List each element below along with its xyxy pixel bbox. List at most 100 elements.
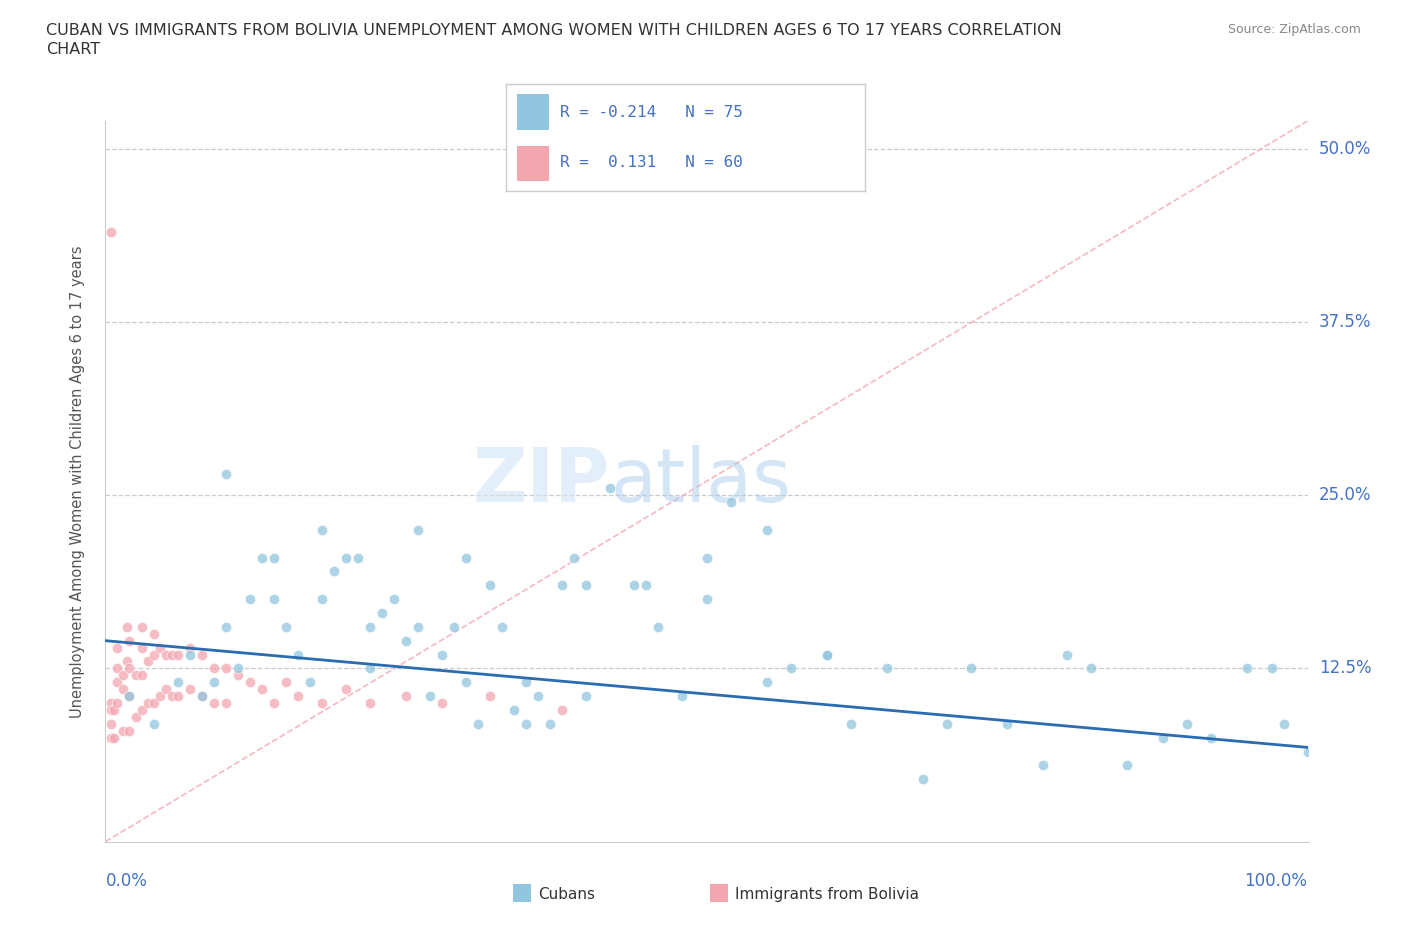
Point	[359, 661, 381, 676]
Point	[160, 647, 183, 662]
Point	[406, 523, 429, 538]
Point	[226, 661, 249, 676]
Text: R =  0.131   N = 60: R = 0.131 N = 60	[560, 154, 742, 170]
Point	[720, 495, 742, 510]
Point	[179, 640, 201, 655]
Point	[347, 550, 370, 565]
Point	[190, 647, 212, 662]
Point	[263, 550, 285, 565]
Point	[155, 647, 177, 662]
Point	[250, 550, 273, 565]
Point	[124, 668, 146, 683]
Point	[911, 772, 934, 787]
Point	[395, 689, 418, 704]
Point	[112, 724, 135, 738]
Point	[527, 689, 550, 704]
Text: atlas: atlas	[610, 445, 792, 518]
Point	[118, 724, 141, 738]
Point	[575, 578, 598, 592]
Point	[131, 702, 153, 717]
Point	[467, 716, 489, 731]
Point	[876, 661, 898, 676]
Point	[287, 689, 309, 704]
Text: 0.0%: 0.0%	[105, 872, 148, 890]
Point	[287, 647, 309, 662]
Point	[103, 702, 125, 717]
Point	[1056, 647, 1078, 662]
Point	[166, 689, 188, 704]
Point	[142, 647, 165, 662]
Point	[995, 716, 1018, 731]
Point	[148, 689, 170, 704]
Point	[1201, 730, 1223, 745]
Text: 50.0%: 50.0%	[1319, 140, 1371, 157]
Point	[190, 689, 212, 704]
Point	[1152, 730, 1174, 745]
Text: 100.0%: 100.0%	[1244, 872, 1308, 890]
Y-axis label: Unemployment Among Women with Children Ages 6 to 17 years: Unemployment Among Women with Children A…	[70, 245, 84, 718]
Point	[298, 675, 321, 690]
Text: R = -0.214   N = 75: R = -0.214 N = 75	[560, 104, 742, 120]
Point	[1175, 716, 1198, 731]
Point	[107, 640, 129, 655]
Bar	[517, 146, 550, 181]
Point	[239, 591, 262, 606]
Point	[112, 668, 135, 683]
Point	[131, 668, 153, 683]
Point	[430, 696, 453, 711]
Point	[148, 640, 170, 655]
Point	[335, 550, 357, 565]
Point	[755, 675, 778, 690]
Text: 37.5%: 37.5%	[1319, 312, 1371, 331]
Point	[515, 675, 537, 690]
Point	[503, 702, 526, 717]
Point	[696, 591, 718, 606]
Point	[118, 633, 141, 648]
Point	[274, 619, 297, 634]
Point	[454, 550, 477, 565]
Point	[202, 696, 225, 711]
Text: CHART: CHART	[46, 42, 100, 57]
Point	[103, 730, 125, 745]
Point	[671, 689, 693, 704]
Point	[491, 619, 513, 634]
Point	[131, 619, 153, 634]
Point	[1116, 758, 1139, 773]
Point	[443, 619, 465, 634]
Point	[696, 550, 718, 565]
Point	[118, 689, 141, 704]
Bar	[517, 95, 550, 129]
Text: Immigrants from Bolivia: Immigrants from Bolivia	[735, 887, 920, 902]
Point	[647, 619, 669, 634]
Point	[100, 716, 122, 731]
Point	[100, 224, 122, 239]
Point	[155, 682, 177, 697]
Point	[430, 647, 453, 662]
Point	[166, 675, 188, 690]
Point	[1032, 758, 1054, 773]
Point	[263, 591, 285, 606]
Point	[1080, 661, 1102, 676]
Point	[311, 591, 333, 606]
Point	[1272, 716, 1295, 731]
Point	[395, 633, 418, 648]
Text: CUBAN VS IMMIGRANTS FROM BOLIVIA UNEMPLOYMENT AMONG WOMEN WITH CHILDREN AGES 6 T: CUBAN VS IMMIGRANTS FROM BOLIVIA UNEMPLO…	[46, 23, 1062, 38]
Point	[335, 682, 357, 697]
Text: ZIP: ZIP	[472, 445, 610, 518]
Text: Source: ZipAtlas.com: Source: ZipAtlas.com	[1227, 23, 1361, 36]
Point	[202, 675, 225, 690]
Point	[1296, 744, 1319, 759]
Point	[214, 696, 236, 711]
Point	[115, 619, 138, 634]
Point	[406, 619, 429, 634]
Point	[118, 689, 141, 704]
Point	[202, 661, 225, 676]
Point	[214, 619, 236, 634]
Point	[100, 730, 122, 745]
Point	[311, 523, 333, 538]
Point	[479, 689, 502, 704]
Point	[115, 654, 138, 669]
Point	[322, 564, 344, 578]
Point	[936, 716, 959, 731]
Point	[623, 578, 645, 592]
